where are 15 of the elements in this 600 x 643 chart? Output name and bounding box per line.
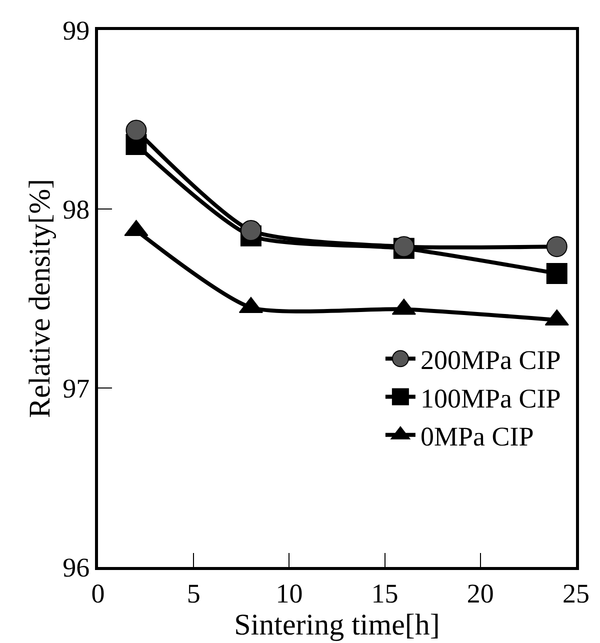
x-axis-title: Sintering time[h] <box>234 608 440 642</box>
x-tick-label: 0 <box>91 578 105 608</box>
y-tick-label: 96 <box>62 552 90 582</box>
y-tick-label: 98 <box>62 194 90 224</box>
y-tick-label: 97 <box>62 373 90 404</box>
legend-label: 100MPa CIP <box>420 383 561 414</box>
legend-label: 0MPa CIP <box>420 421 534 452</box>
x-tick-label: 5 <box>186 578 200 608</box>
x-tick-label: 15 <box>371 578 398 608</box>
legend-label: 200MPa CIP <box>420 345 561 376</box>
y-axis-title: Relative density[%] <box>24 178 57 418</box>
y-tick-label: 99 <box>62 15 90 46</box>
x-tick-label: 10 <box>276 578 303 608</box>
x-tick-label: 25 <box>562 578 590 608</box>
x-tick-label: 20 <box>466 578 494 608</box>
